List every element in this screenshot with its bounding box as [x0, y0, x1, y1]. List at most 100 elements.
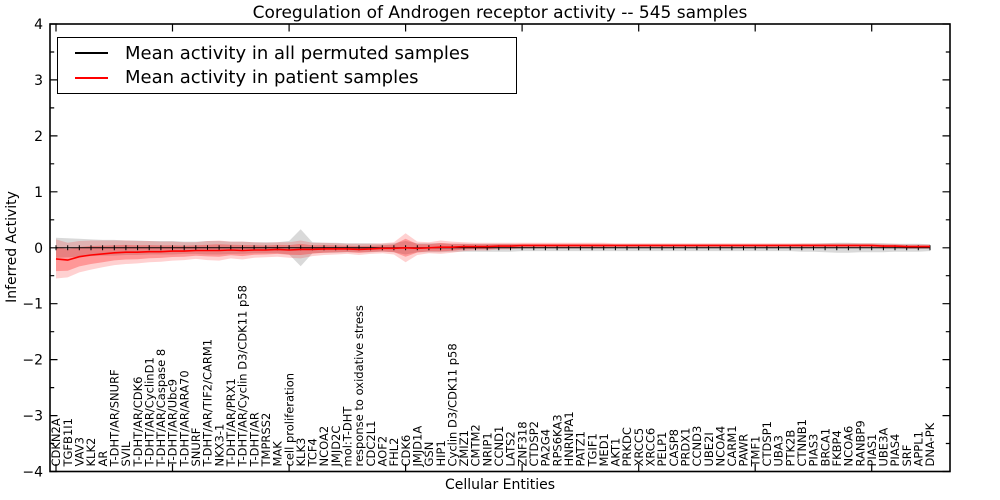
x-category-label: response to oxidative stress — [352, 305, 366, 466]
legend-entry: Mean activity in all permuted samples — [58, 43, 516, 64]
y-tick-label: −3 — [22, 409, 43, 425]
x-category-label: PRDX1 — [679, 428, 693, 467]
y-tick-label: 3 — [34, 73, 43, 89]
y-tick-label: −1 — [22, 297, 43, 313]
y-tick-label: −4 — [22, 465, 43, 481]
x-category-label: AKT1 — [609, 438, 623, 467]
y-axis-label: Inferred Activity — [4, 191, 20, 303]
x-category-label: CTDSP2 — [527, 421, 541, 466]
y-tick-label: −2 — [22, 353, 43, 369]
x-category-label: T-DHT/AR/SNURF — [108, 369, 122, 467]
legend-line-sample — [75, 52, 108, 55]
x-category-label: T-DHT/AR/Cyclin D3/CDK11 p58 — [236, 285, 250, 467]
x-category-label: BRCA1 — [818, 428, 832, 467]
x-category-label: GSN — [422, 442, 436, 467]
x-category-label: T-DHT/AR/TIF2/CARM1 — [201, 339, 215, 468]
x-category-label: MED1 — [597, 433, 611, 466]
x-category-label: CTNNB1 — [795, 419, 809, 466]
x-category-label: UBE2I — [702, 432, 716, 466]
x-category-label: RANBP9 — [853, 420, 867, 466]
x-category-label: TGFB1I1 — [61, 418, 75, 467]
legend-entry-label: Mean activity in all permuted samples — [125, 42, 470, 64]
x-category-label: mol:T-DHT — [341, 406, 355, 467]
x-category-label: CDKN2A — [49, 418, 63, 466]
x-category-label: CCND1 — [492, 426, 506, 467]
x-category-label: ZNF318 — [515, 421, 529, 466]
x-category-label: XRCC6 — [644, 428, 658, 467]
x-category-label: SRF — [900, 445, 914, 467]
x-category-label: CASP8 — [667, 429, 681, 466]
x-category-label: ZMIZ1 — [457, 430, 471, 466]
y-tick-label: 2 — [34, 129, 43, 145]
x-category-label: UBE3A — [877, 428, 891, 467]
x-category-label: Cyclin D3/CDK11 p58 — [445, 343, 459, 466]
x-category-label: SVIL — [119, 441, 133, 467]
x-category-label: RPS6KA3 — [550, 414, 564, 466]
x-category-label: AR — [96, 451, 110, 467]
x-category-label: PIAS3 — [807, 434, 821, 467]
x-category-label: DNA-PK — [923, 422, 937, 466]
x-category-label: PA2G4 — [539, 429, 553, 467]
x-category-label: UBA3 — [772, 435, 786, 467]
x-category-label: KLK3 — [294, 438, 308, 467]
legend: Mean activity in all permuted samples Mea… — [57, 37, 517, 94]
x-category-label: NCOA4 — [713, 426, 727, 467]
x-category-label: HNRNPA1 — [562, 411, 576, 466]
x-category-label: PIAS4 — [888, 434, 902, 467]
x-axis-label: Cellular Entities — [444, 477, 556, 493]
x-category-label: TMF1 — [748, 436, 762, 468]
series-patient-line — [55, 244, 930, 261]
patient-band-outer — [56, 233, 930, 279]
x-category-label: MAK — [271, 441, 285, 467]
x-category-label: NCOA2 — [317, 426, 331, 467]
x-category-label: PIAS1 — [865, 434, 879, 467]
x-category-label: HIP1 — [434, 440, 448, 466]
x-category-label: cell proliferation — [282, 373, 296, 467]
x-category-label: FKBP4 — [830, 430, 844, 466]
x-category-label: FHL2 — [387, 438, 401, 467]
x-category-label: T-DHT/AR/ARA70 — [177, 370, 191, 467]
x-category-label: TGIF1 — [585, 433, 599, 467]
x-category-label: CARM1 — [725, 425, 739, 466]
x-category-label: T-DHT/AR/Caspase 8 — [154, 349, 168, 468]
legend-entry: Mean activity in patient samples — [58, 67, 516, 88]
x-category-label: APPL1 — [912, 431, 926, 466]
x-category-label: CCND3 — [690, 426, 704, 467]
x-category-label: PRKDC — [620, 427, 634, 466]
x-category-label: XRCC5 — [632, 428, 646, 467]
x-category-label: VAV3 — [73, 437, 87, 466]
x-category-label: LATS2 — [504, 431, 518, 466]
x-category-label: AOF2 — [376, 436, 390, 467]
x-category-label: PELP1 — [655, 432, 669, 467]
legend-entry-label: Mean activity in patient samples — [125, 67, 419, 89]
x-category-label: TMPRSS2 — [259, 413, 273, 468]
y-tick-label: 4 — [34, 17, 43, 33]
x-category-label: SNURF — [189, 428, 203, 467]
axis-ticks — [50, 23, 950, 473]
x-category-label: CDC2L1 — [364, 421, 378, 467]
x-category-label: JMJD2C — [329, 426, 343, 468]
x-category-label: PTK2B — [783, 430, 797, 467]
x-category-label: TCF4 — [306, 438, 320, 467]
chart-title: Coregulation of Androgen receptor activi… — [252, 3, 748, 23]
patient-band-inner — [56, 238, 930, 272]
x-category-label: T-DHT/AR/Ubc9 — [166, 379, 180, 468]
x-category-label: T-DHT/AR — [247, 412, 261, 467]
x-category-label: NRIP1 — [480, 432, 494, 466]
x-category-label: JMJD1A — [411, 426, 425, 468]
x-category-label: PAWR — [737, 434, 751, 467]
x-category-label: T-DHT/AR/CyclinD1 — [142, 357, 156, 467]
x-category-label: KLK2 — [84, 438, 98, 467]
x-category-label: PATZ1 — [574, 431, 588, 466]
y-tick-label: 1 — [34, 185, 43, 201]
x-category-label: NCOA6 — [842, 426, 856, 467]
x-category-label: CDK6 — [399, 435, 413, 467]
x-category-label: CMTM2 — [469, 424, 483, 466]
x-category-label: CTDSP1 — [760, 421, 774, 466]
legend-line-sample — [75, 76, 108, 79]
y-tick-label: 0 — [34, 241, 43, 257]
x-category-label: T-DHT/AR/CDK6 — [131, 377, 145, 468]
x-category-label: T-DHT/AR/PRX1 — [224, 378, 238, 467]
